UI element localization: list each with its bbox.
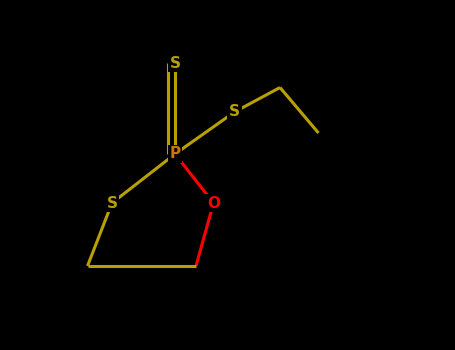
Text: O: O [207, 196, 220, 210]
Text: S: S [170, 56, 181, 70]
Text: S: S [229, 105, 240, 119]
Text: S: S [106, 196, 117, 210]
Text: P: P [169, 147, 181, 161]
